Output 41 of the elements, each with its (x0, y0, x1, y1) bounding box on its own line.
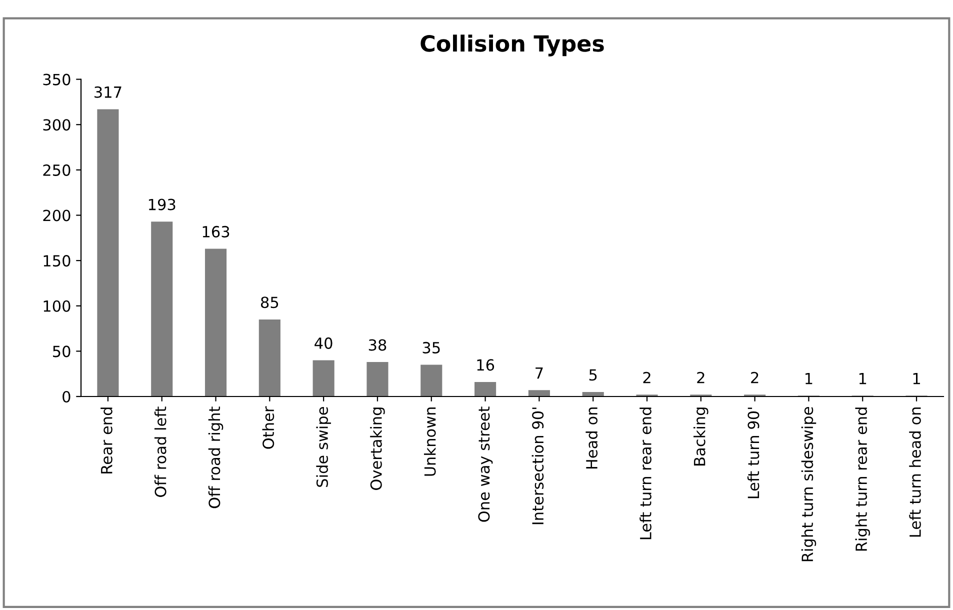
data-label: 85 (260, 296, 278, 308)
x-tick-label: Off road left (154, 406, 166, 497)
data-label: 2 (697, 372, 704, 384)
x-tick-label: Rear end (100, 408, 112, 474)
y-tick-label: 200 (43, 210, 70, 222)
data-label: 1 (859, 372, 866, 384)
x-tick-label: Left turn head on (909, 408, 921, 537)
data-label: 163 (202, 226, 230, 238)
data-label: 317 (94, 86, 122, 98)
data-label: 1 (913, 372, 920, 384)
x-tick-label: Other (262, 406, 274, 449)
y-tick-label: 250 (43, 164, 70, 176)
y-tick-label: 100 (44, 300, 70, 312)
x-tick-label: Overtaking (370, 408, 385, 490)
x-tick-label: Off road right (208, 406, 224, 508)
y-tick-label: 50 (53, 346, 70, 358)
x-tick-label: Unknown (424, 408, 436, 476)
x-tick-label: Side swipe (316, 407, 331, 487)
x-tick-label: Intersection 90' (532, 408, 544, 524)
x-tick-label: Left turn 90' (747, 408, 760, 498)
y-tick-label: 350 (43, 74, 70, 86)
data-label: 40 (314, 337, 332, 349)
chart-title: Collision Types (420, 34, 604, 56)
data-label: 7 (536, 368, 543, 379)
x-tick-label: Head on (586, 408, 598, 469)
data-label: 16 (477, 359, 494, 371)
data-label: 1 (806, 372, 812, 384)
y-tick-label: 0 (62, 390, 70, 403)
y-tick-label: 300 (43, 119, 70, 131)
x-tick-label: One way street (478, 406, 493, 522)
data-label: 2 (643, 372, 650, 384)
data-label: 38 (368, 339, 386, 351)
x-tick-label: Left turn rear end (640, 408, 652, 540)
x-tick-label: Right turn rear end (855, 408, 870, 551)
data-label: 2 (751, 372, 758, 384)
data-label: 35 (422, 342, 440, 354)
data-label: 5 (589, 369, 597, 381)
x-tick-label: Right turn sideswipe (801, 407, 816, 562)
data-label: 193 (148, 198, 176, 210)
y-tick-label: 150 (44, 255, 70, 267)
x-tick-label: Backing (694, 408, 708, 466)
